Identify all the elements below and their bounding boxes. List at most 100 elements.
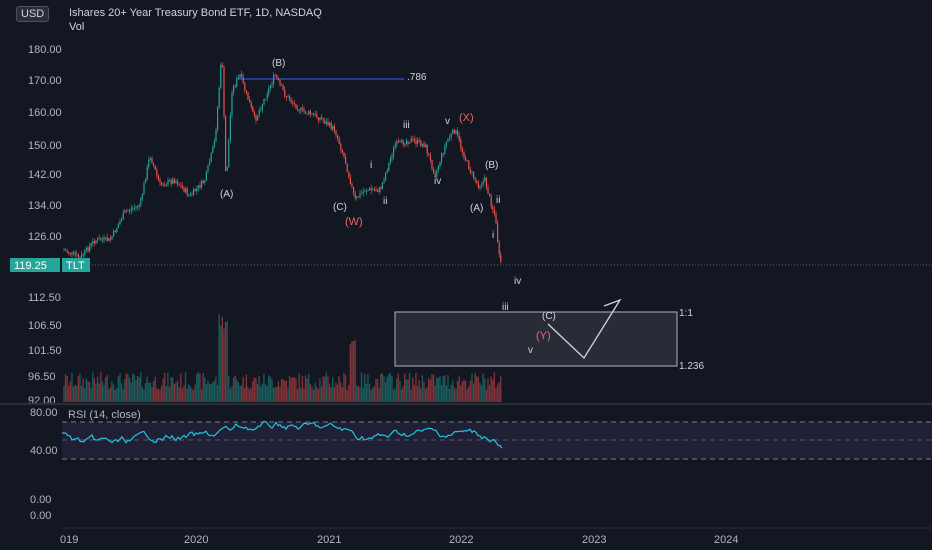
wave-label: ii <box>496 195 500 206</box>
candle-body <box>484 177 486 182</box>
volume-bar <box>372 387 374 402</box>
volume-bar <box>384 382 387 402</box>
volume-bar <box>149 382 151 402</box>
volume-bar <box>226 321 228 402</box>
volume-bar <box>136 375 139 402</box>
candle-body <box>95 240 97 244</box>
volume-bar <box>285 380 287 402</box>
volume-bar <box>80 385 83 402</box>
candle-body <box>434 173 436 177</box>
candle-body <box>479 185 481 188</box>
candle-body <box>81 254 83 258</box>
wave-label: i <box>370 160 372 171</box>
wave-label: iii <box>403 120 410 131</box>
candle-body <box>180 185 182 186</box>
volume-bar <box>106 375 108 402</box>
candle-body <box>391 156 393 159</box>
volume-bar <box>224 321 227 402</box>
volume-bar <box>288 375 291 402</box>
candle-body <box>132 208 134 210</box>
volume-bar <box>210 384 212 402</box>
candle-body <box>63 249 65 251</box>
currency-button[interactable]: USD <box>16 6 50 22</box>
candle-body <box>351 184 353 187</box>
candle-body <box>471 171 473 173</box>
volume-label: Vol <box>69 21 85 33</box>
candle-body <box>346 163 348 172</box>
volume-bar <box>154 376 156 402</box>
candle-body <box>407 141 409 144</box>
wave-label: iii <box>502 302 509 313</box>
candle-body <box>197 185 199 189</box>
time-label: 019 <box>60 534 78 546</box>
volume-bar <box>404 373 406 402</box>
candle-body <box>393 147 395 157</box>
time-label: 2021 <box>317 534 341 546</box>
volume-bar <box>416 386 419 402</box>
volume-bar <box>74 384 76 402</box>
candle-body <box>276 75 278 78</box>
volume-bar <box>386 376 388 402</box>
volume-bar <box>364 374 366 402</box>
candle-body <box>293 103 295 105</box>
candle-body <box>338 138 340 144</box>
candle-body <box>71 252 73 255</box>
candle-body <box>364 191 366 193</box>
volume-bar <box>397 373 399 402</box>
volume-bar <box>311 386 313 402</box>
candle-body <box>337 135 339 139</box>
candle-body <box>133 207 135 209</box>
candle-body <box>330 122 332 130</box>
candle-body <box>290 100 292 103</box>
wave-label: (C) <box>542 311 556 322</box>
candle-body <box>362 191 364 194</box>
candle-body <box>300 107 302 111</box>
candle-body <box>228 140 230 168</box>
volume-bar <box>71 372 73 402</box>
candle-body <box>153 163 155 166</box>
candle-body <box>410 138 412 143</box>
candle-body <box>279 79 281 85</box>
volume-bar <box>309 383 311 402</box>
candle-body <box>253 111 255 116</box>
volume-bar <box>258 376 260 402</box>
candle-body <box>287 96 289 98</box>
candle-body <box>209 161 211 166</box>
volume-bar <box>444 375 446 402</box>
volume-bar <box>340 382 342 402</box>
candle-body <box>122 212 124 220</box>
candle-body <box>343 152 345 157</box>
candle-body <box>173 179 175 183</box>
candle-body <box>145 179 147 184</box>
volume-bar <box>170 377 172 402</box>
volume-bar <box>426 387 428 402</box>
candle-body <box>378 187 380 192</box>
volume-bar <box>237 381 239 402</box>
time-label: 2023 <box>582 534 606 546</box>
volume-bar <box>165 386 167 402</box>
volume-bar <box>63 385 65 402</box>
candle-body <box>247 92 249 100</box>
volume-bar <box>474 373 476 402</box>
candle-body <box>389 158 391 163</box>
volume-bar <box>445 385 447 402</box>
candle-body <box>329 122 331 126</box>
volume-bar <box>119 373 121 402</box>
volume-bar <box>64 374 67 402</box>
volume-bar <box>338 375 340 402</box>
volume-bar <box>432 374 435 402</box>
candle-body <box>113 230 115 237</box>
candle-body <box>383 180 385 183</box>
volume-bar <box>180 373 182 402</box>
candle-body <box>252 106 254 112</box>
volume-bar <box>204 377 206 402</box>
volume-bar <box>82 378 84 402</box>
volume-bar <box>160 385 163 402</box>
volume-bar <box>212 382 214 402</box>
time-label: 2024 <box>714 534 738 546</box>
volume-bar <box>138 377 140 402</box>
volume-bar <box>496 384 499 402</box>
candle-body <box>460 140 462 148</box>
candle-body <box>281 84 283 86</box>
